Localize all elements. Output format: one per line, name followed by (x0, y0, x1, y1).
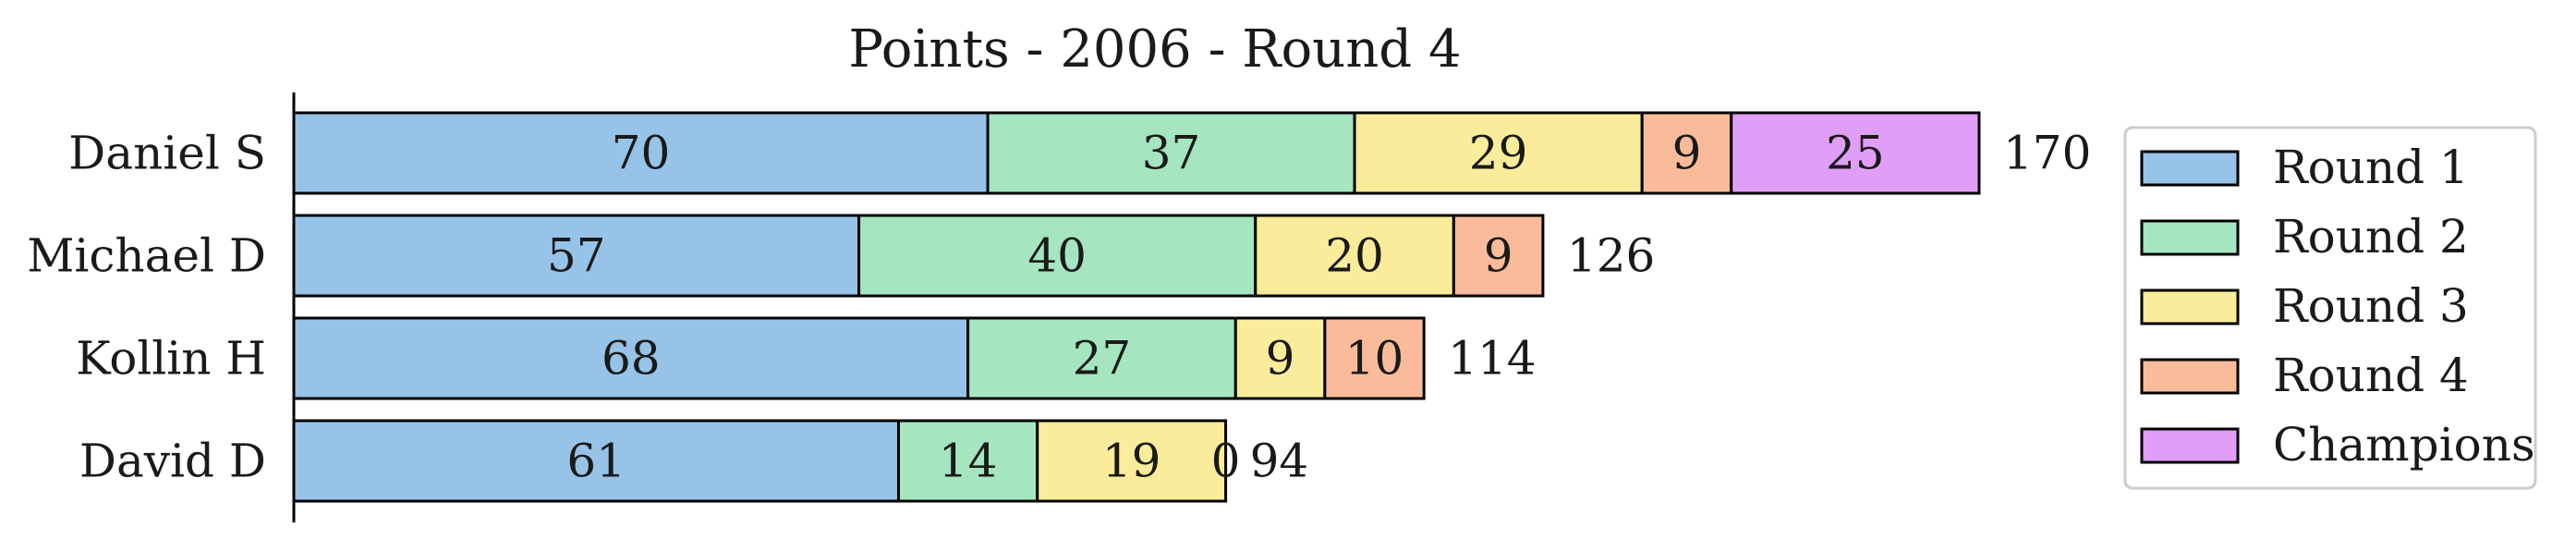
value-label-daniel-s-champions: 25 (1826, 127, 1885, 180)
total-label-david-d: 94 (1250, 435, 1309, 488)
bar-daniel-s-round-3 (1353, 111, 1644, 195)
value-labels: 70 37 29 9 25 170 57 40 20 9 126 68 27 9 10 114 61 14 19 0 9… (547, 127, 2091, 488)
total-label-kollin-h: 114 (1448, 332, 1536, 386)
value-label-michael-d-round-1: 57 (547, 229, 606, 283)
bar-michael-d-round-3 (1254, 214, 1455, 298)
category-tick-labels: Daniel S Michael D Kollin H David D (27, 127, 266, 488)
value-label-daniel-s-round-3: 29 (1469, 127, 1528, 180)
bars-layer (292, 111, 1981, 503)
legend-label-champions: Champions (2273, 418, 2535, 472)
legend-items: Round 1 Round 2 Round 3 Round 4 Champions (2140, 141, 2535, 472)
value-label-david-d-round-1: 61 (566, 435, 626, 488)
chart-title: Points - 2006 - Round 4 (848, 19, 1461, 80)
legend: Round 1 Round 2 Round 3 Round 4 Champions (2123, 126, 2537, 490)
tick-label-david-d: David D (79, 435, 266, 488)
bar-kollin-h-round-4 (1323, 316, 1426, 400)
bar-daniel-s-round-1 (292, 111, 990, 195)
legend-frame (2123, 126, 2537, 490)
value-label-david-d-round-3: 19 (1102, 435, 1161, 488)
value-label-kollin-h-round-2: 27 (1073, 332, 1132, 386)
bar-michael-d-round-2 (857, 214, 1258, 298)
bar-david-d-round-1 (292, 419, 900, 503)
bar-kollin-h-round-3 (1233, 316, 1327, 400)
bar-david-d-round-3 (1036, 419, 1228, 503)
value-label-kollin-h-round-1: 68 (601, 332, 661, 386)
bar-daniel-s-champions (1730, 111, 1981, 195)
legend-label-round-3: Round 3 (2273, 279, 2469, 333)
legend-swatch-round-1 (2140, 150, 2240, 187)
legend-label-round-2: Round 2 (2273, 210, 2469, 264)
bar-kollin-h-round-1 (292, 316, 970, 400)
legend-label-round-4: Round 4 (2273, 349, 2469, 402)
legend-label-round-1: Round 1 (2273, 141, 2469, 194)
value-label-michael-d-round-4: 9 (1484, 229, 1513, 283)
value-label-michael-d-round-3: 20 (1325, 229, 1384, 283)
value-label-daniel-s-round-2: 37 (1142, 127, 1201, 180)
value-label-kollin-h-round-3: 9 (1266, 332, 1295, 386)
legend-swatch-round-3 (2140, 288, 2240, 325)
legend-swatch-round-4 (2140, 358, 2240, 395)
legend-swatch-champions (2140, 427, 2240, 464)
value-label-david-d-round-4: 0 (1211, 435, 1241, 488)
tick-label-kollin-h: Kollin H (76, 332, 266, 386)
bar-michael-d-round-4 (1452, 214, 1545, 298)
value-label-david-d-round-2: 14 (939, 435, 998, 488)
total-label-michael-d: 126 (1567, 229, 1655, 283)
value-label-michael-d-round-2: 40 (1027, 229, 1087, 283)
bar-daniel-s-round-2 (986, 111, 1356, 195)
value-label-daniel-s-round-4: 9 (1672, 127, 1702, 180)
tick-label-michael-d: Michael D (27, 229, 266, 283)
value-label-kollin-h-round-4: 10 (1345, 332, 1404, 386)
legend-swatch-round-2 (2140, 219, 2240, 256)
value-label-daniel-s-round-1: 70 (612, 127, 671, 180)
tick-label-daniel-s: Daniel S (68, 127, 266, 180)
total-label-daniel-s: 170 (2003, 127, 2091, 180)
